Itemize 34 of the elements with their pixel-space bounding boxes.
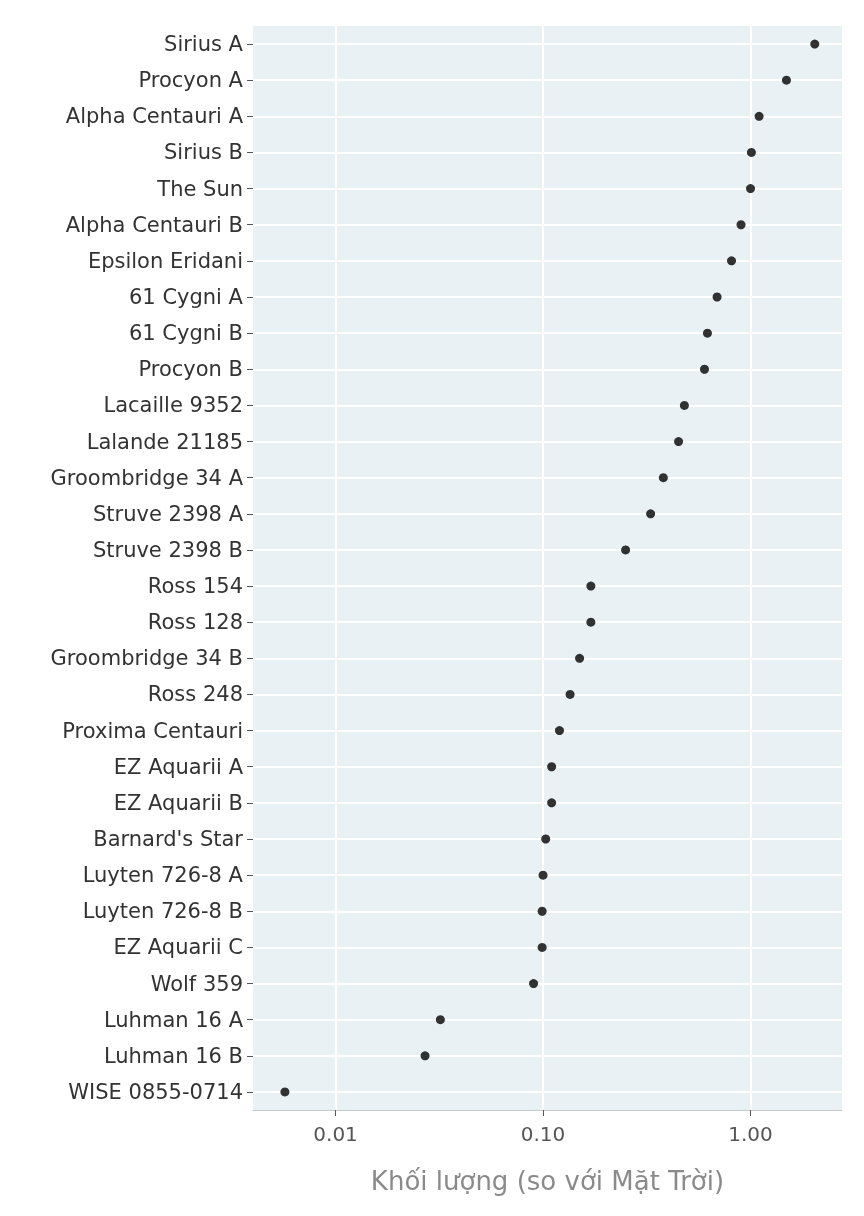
y-tick-label: The Sun <box>156 176 243 201</box>
y-tick-label: Procyon B <box>138 357 243 382</box>
y-tick-label: Groombridge 34 A <box>50 465 244 490</box>
x-axis-title: Khối lượng (so với Mặt Trời) <box>370 1166 725 1196</box>
y-tick-label: EZ Aquarii B <box>113 790 243 815</box>
y-tick-label: Ross 154 <box>147 574 243 599</box>
y-tick-label: Luhman 16 A <box>103 1007 244 1032</box>
y-tick-label: Struve 2398 A <box>92 501 244 526</box>
y-tick-label: Alpha Centauri B <box>65 212 243 237</box>
y-tick-label: Ross 128 <box>147 610 243 635</box>
y-tick-label: Luyten 726-8 B <box>82 899 243 924</box>
y-tick-label: Epsilon Eridani <box>87 248 243 273</box>
y-tick-label: 61 Cygni A <box>128 285 244 309</box>
y-tick-label: EZ Aquarii A <box>113 754 244 779</box>
y-tick-label: Alpha Centauri A <box>65 104 244 129</box>
y-tick-label: Wolf 359 <box>150 971 243 996</box>
y-tick-label: Barnard's Star <box>93 827 244 851</box>
y-tick-label: Lacaille 9352 <box>103 393 243 418</box>
y-tick-label: Luhman 16 B <box>103 1043 243 1068</box>
y-tick-label: Sirius A <box>164 32 244 57</box>
y-tick-label: WISE 0855-0714 <box>68 1079 243 1104</box>
y-tick-label: Procyon A <box>138 68 244 93</box>
y-tick-label: 61 Cygni B <box>128 321 243 346</box>
y-tick-label: Ross 248 <box>147 682 243 707</box>
y-tick-label: Struve 2398 B <box>92 537 243 562</box>
y-tick-label: Groombridge 34 B <box>50 646 243 671</box>
x-tick-label: 1.00 <box>728 1122 773 1146</box>
y-tick-label: Luyten 726-8 A <box>82 863 244 888</box>
y-tick-label: Proxima Centauri <box>62 718 243 743</box>
x-tick-label: 0.10 <box>520 1122 566 1146</box>
y-tick-label: Lalande 21185 <box>86 429 243 454</box>
y-tick-label: EZ Aquarii C <box>113 935 243 960</box>
y-tick-label: Sirius B <box>164 140 243 165</box>
x-tick-label: 0.01 <box>313 1122 358 1146</box>
